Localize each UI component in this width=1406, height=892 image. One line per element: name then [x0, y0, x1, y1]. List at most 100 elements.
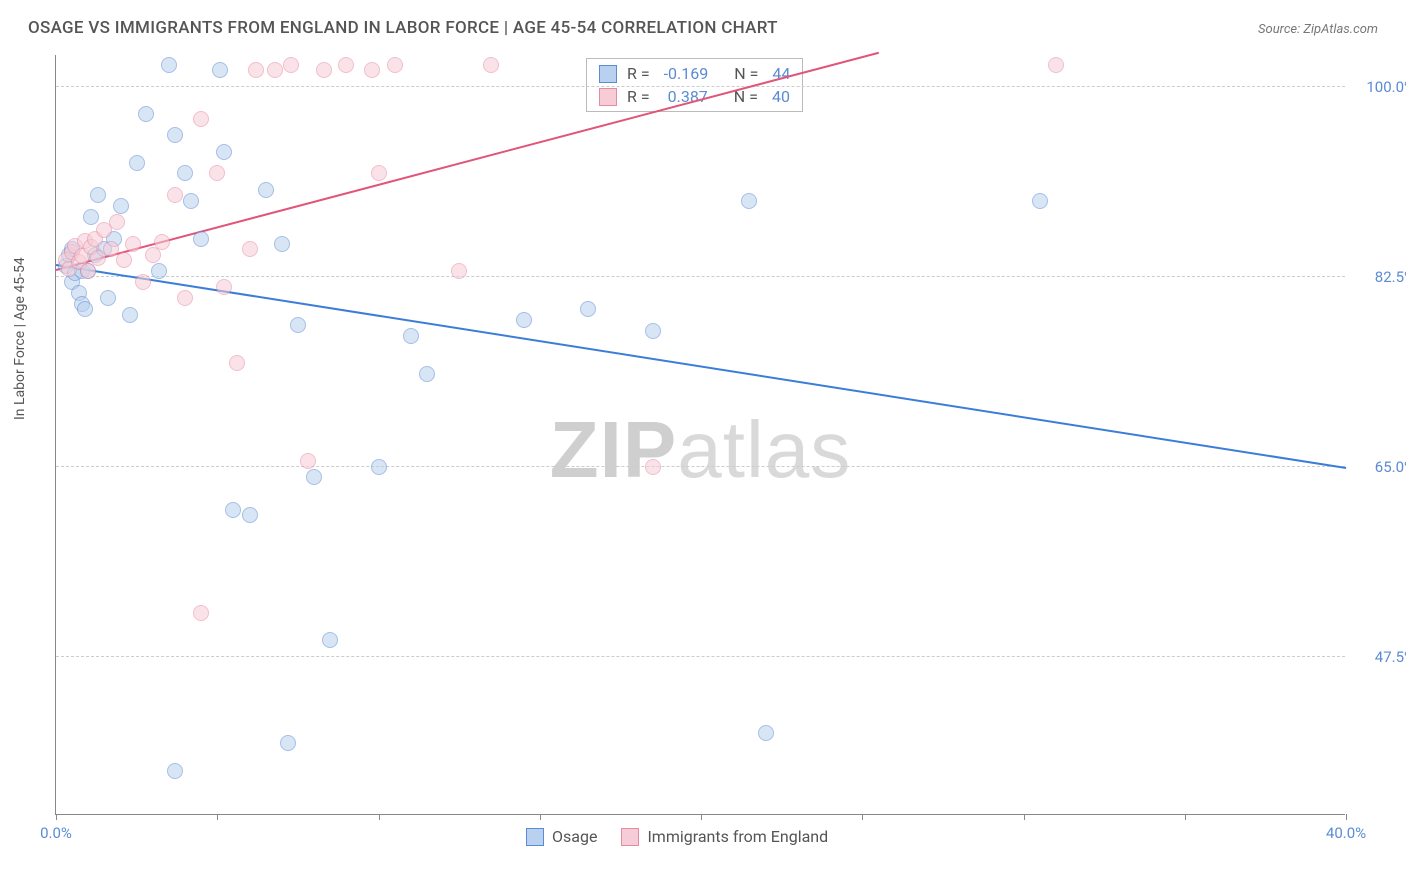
- data-point: [229, 355, 245, 371]
- data-point: [483, 57, 499, 73]
- x-tick: [540, 814, 541, 820]
- data-point: [113, 198, 129, 214]
- data-point: [741, 193, 757, 209]
- data-point: [116, 252, 132, 268]
- data-point: [193, 111, 209, 127]
- x-tick: [56, 814, 57, 820]
- data-point: [193, 605, 209, 621]
- legend-label-2: Immigrants from England: [647, 827, 828, 846]
- data-point: [364, 62, 380, 78]
- data-point: [125, 236, 141, 252]
- r-value-1: -0.169: [664, 64, 709, 83]
- data-point: [216, 279, 232, 295]
- gridline: [56, 276, 1345, 277]
- data-point: [248, 62, 264, 78]
- data-point: [145, 247, 161, 263]
- data-point: [316, 62, 332, 78]
- data-point: [109, 214, 125, 230]
- data-point: [1048, 57, 1064, 73]
- data-point: [167, 127, 183, 143]
- data-point: [167, 763, 183, 779]
- data-point: [274, 236, 290, 252]
- x-tick: [1346, 814, 1347, 820]
- data-point: [300, 453, 316, 469]
- gridline: [56, 656, 1345, 657]
- data-point: [122, 307, 138, 323]
- data-point: [209, 165, 225, 181]
- x-tick: [379, 814, 380, 820]
- data-point: [280, 735, 296, 751]
- stats-row-series-2: R = 0.387 N = 40: [587, 85, 802, 108]
- data-point: [83, 209, 99, 225]
- x-tick: [217, 814, 218, 820]
- legend-item-2: Immigrants from England: [621, 827, 828, 846]
- data-point: [419, 366, 435, 382]
- x-tick-label: 40.0%: [1326, 824, 1366, 842]
- data-point: [758, 725, 774, 741]
- source-attribution: Source: ZipAtlas.com: [1258, 22, 1378, 37]
- swatch-series-2: [599, 88, 617, 106]
- r-label: R =: [627, 64, 650, 83]
- data-point: [80, 263, 96, 279]
- data-point: [371, 459, 387, 475]
- data-point: [290, 317, 306, 333]
- scatter-plot-area: ZIPatlas R = -0.169 N = 44 R = 0.387 N =…: [55, 55, 1345, 815]
- data-point: [283, 57, 299, 73]
- data-point: [100, 290, 116, 306]
- data-point: [90, 187, 106, 203]
- data-point: [1032, 193, 1048, 209]
- data-point: [242, 241, 258, 257]
- n-value-2: 40: [772, 87, 790, 106]
- data-point: [258, 182, 274, 198]
- data-point: [306, 469, 322, 485]
- data-point: [161, 57, 177, 73]
- data-point: [645, 459, 661, 475]
- data-point: [322, 632, 338, 648]
- data-point: [387, 57, 403, 73]
- data-point: [267, 62, 283, 78]
- y-tick-label: 82.5%: [1355, 268, 1406, 286]
- chart-title: OSAGE VS IMMIGRANTS FROM ENGLAND IN LABO…: [28, 18, 778, 38]
- data-point: [151, 263, 167, 279]
- data-point: [77, 301, 93, 317]
- x-tick: [1024, 814, 1025, 820]
- data-point: [371, 165, 387, 181]
- data-point: [516, 312, 532, 328]
- data-point: [338, 57, 354, 73]
- n-label: N =: [734, 64, 758, 83]
- trend-line: [56, 264, 1346, 469]
- data-point: [403, 328, 419, 344]
- legend-label-1: Osage: [552, 827, 597, 846]
- watermark-zip: ZIP: [550, 405, 677, 494]
- data-point: [154, 234, 170, 250]
- x-tick-label: 0.0%: [40, 824, 72, 842]
- y-tick-label: 47.5%: [1355, 648, 1406, 666]
- r-label: R =: [627, 87, 650, 106]
- legend-swatch-1: [526, 828, 544, 846]
- gridline: [56, 86, 1345, 87]
- data-point: [242, 507, 258, 523]
- y-tick-label: 100.0%: [1355, 78, 1406, 96]
- watermark-atlas: atlas: [677, 405, 851, 494]
- data-point: [167, 187, 183, 203]
- x-axis-legend: Osage Immigrants from England: [526, 827, 828, 846]
- data-point: [216, 144, 232, 160]
- legend-item-1: Osage: [526, 827, 597, 846]
- data-point: [177, 165, 193, 181]
- data-point: [135, 274, 151, 290]
- y-axis-label: In Labor Force | Age 45-54: [12, 257, 28, 420]
- x-tick: [1185, 814, 1186, 820]
- y-tick-label: 65.0%: [1355, 458, 1406, 476]
- gridline: [56, 466, 1345, 467]
- data-point: [645, 323, 661, 339]
- data-point: [193, 231, 209, 247]
- data-point: [129, 155, 145, 171]
- swatch-series-1: [599, 65, 617, 83]
- data-point: [138, 106, 154, 122]
- data-point: [451, 263, 467, 279]
- legend-swatch-2: [621, 828, 639, 846]
- x-tick: [701, 814, 702, 820]
- x-tick: [862, 814, 863, 820]
- watermark: ZIPatlas: [550, 404, 851, 496]
- data-point: [580, 301, 596, 317]
